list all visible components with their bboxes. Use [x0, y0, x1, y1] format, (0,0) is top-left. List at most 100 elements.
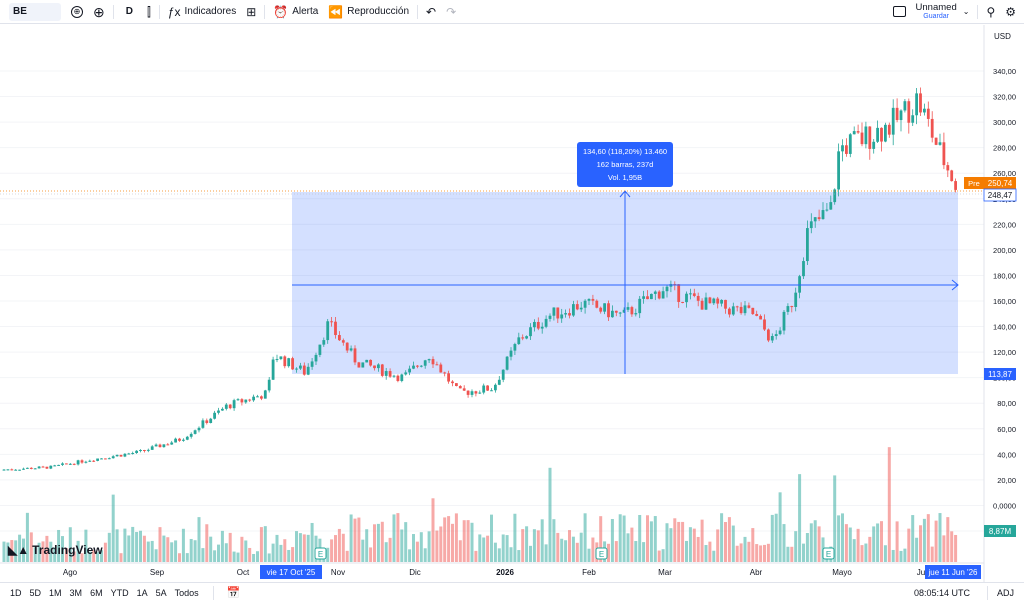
candle-body: [470, 391, 474, 395]
candle-body: [217, 410, 220, 413]
volume-bar: [361, 539, 365, 562]
candles-icon[interactable]: ⫿: [146, 4, 151, 19]
add-symbol-icon[interactable]: ⊕: [93, 3, 105, 20]
candle-body: [462, 388, 466, 391]
time-tick-label: Mayo: [832, 568, 852, 577]
candle-body: [852, 131, 856, 135]
redo-icon[interactable]: ↷: [446, 4, 457, 19]
volume-bar: [376, 523, 380, 562]
volume-bar: [712, 550, 716, 562]
candle-body: [903, 101, 907, 111]
price-tick-label: 300,00: [993, 118, 1016, 127]
utc-clock[interactable]: 08:05:14 UTC: [913, 587, 970, 598]
volume-bar: [220, 530, 224, 562]
candle-body: [568, 313, 571, 316]
alert-button[interactable]: ⏰ Alerta: [268, 0, 323, 24]
undo-icon[interactable]: ↶: [426, 4, 437, 19]
candle-body: [14, 469, 18, 471]
adj-toggle[interactable]: ADJ: [996, 587, 1014, 598]
range-1d[interactable]: 1D: [10, 587, 22, 598]
volume-bar: [53, 547, 57, 562]
price-tick-label: 180,00: [993, 271, 1016, 280]
volume-bar: [517, 550, 521, 562]
range-6m[interactable]: 6M: [90, 587, 103, 598]
candle-body: [65, 463, 68, 465]
candle-body: [197, 427, 201, 431]
currency-label[interactable]: USD: [994, 32, 1011, 41]
volume-bar: [872, 526, 876, 562]
candle-body: [252, 396, 255, 401]
earnings-event-marker[interactable]: E: [595, 547, 608, 560]
volume-bar: [837, 515, 841, 562]
earnings-event-marker[interactable]: E: [822, 547, 835, 560]
divider: [986, 585, 988, 600]
volume-bar: [607, 543, 610, 562]
volume-bar: [404, 522, 408, 562]
volume-bar: [852, 539, 856, 562]
price-tick-label: 40,00: [997, 450, 1016, 459]
range-1a[interactable]: 1A: [136, 587, 148, 598]
time-tick-label: Oct: [237, 568, 250, 577]
volume-bar: [922, 518, 926, 562]
candle-body: [291, 358, 294, 370]
volume-bar: [942, 535, 946, 562]
candle-body: [295, 368, 298, 370]
candle-body: [119, 454, 123, 457]
chart-canvas[interactable]: E E E USD 340,00 320,00 300,00 280,00 260,00…: [0, 25, 1024, 582]
range-ytd[interactable]: YTD: [110, 587, 129, 598]
candle-body: [72, 463, 76, 465]
tradingview-logo[interactable]: ◣▲ TradingView: [8, 543, 103, 557]
range-5d[interactable]: 5D: [29, 587, 42, 598]
range-all[interactable]: Todos: [174, 587, 199, 598]
volume-bar: [513, 513, 517, 562]
range-3m[interactable]: 3M: [69, 587, 83, 598]
compare-icon[interactable]: ⊕: [66, 0, 88, 24]
candle-body: [634, 313, 638, 315]
indicators-button[interactable]: ƒx Indicadores: [163, 0, 241, 24]
range-5a[interactable]: 5A: [155, 587, 167, 598]
quick-search-icon[interactable]: ⚲: [986, 4, 996, 19]
earnings-event-marker[interactable]: E: [314, 547, 327, 560]
candle-body: [33, 468, 37, 470]
replay-button[interactable]: ⏪ Reproducción: [323, 0, 414, 24]
volume-bar: [181, 528, 185, 562]
measure-tooltip: 134,60 (118,20%) 13.460 162 barras, 237d…: [577, 142, 673, 187]
range-1m[interactable]: 1M: [49, 587, 62, 598]
volume-bar: [903, 548, 907, 562]
range-end-date: jue 11 Jun '26: [928, 568, 979, 577]
volume-bar: [685, 540, 688, 562]
volume-bar: [556, 532, 560, 562]
candle-body: [614, 310, 618, 313]
templates-icon[interactable]: ⊞: [246, 4, 257, 19]
volume-bar: [252, 553, 256, 562]
volume-bar: [154, 549, 158, 562]
volume-bar: [427, 531, 431, 562]
candle-body: [622, 309, 626, 313]
volume-bar: [380, 521, 384, 562]
candle-body: [61, 463, 64, 465]
time-axis-ticks: Ago Sep Oct Nov Dic 2026 Feb Mar Abr Mayo Ju: [63, 568, 925, 577]
price-axis[interactable]: [984, 25, 1024, 582]
candle-body: [552, 307, 556, 316]
candle-body: [720, 299, 723, 304]
volume-bar: [665, 523, 669, 562]
volume-bar: [267, 553, 271, 562]
go-to-date-calendar-icon[interactable]: 📅: [226, 587, 241, 599]
interval-button[interactable]: D: [117, 0, 142, 24]
volume-bar: [240, 536, 244, 562]
layout-button[interactable]: Unnamed Guardar ⌄: [888, 0, 975, 24]
chart-area[interactable]: E E E USD 340,00 320,00 300,00 280,00 260,00…: [0, 25, 1024, 602]
settings-gear-icon[interactable]: ⚙: [1005, 4, 1016, 19]
candle-body: [919, 93, 922, 113]
candle-body: [930, 118, 934, 138]
candle-body: [178, 438, 181, 441]
volume-bar: [505, 535, 509, 562]
symbol-label[interactable]: BE: [9, 2, 61, 21]
candle-body: [45, 466, 49, 469]
volume-bar: [232, 551, 236, 562]
candle-body: [950, 170, 954, 182]
bottom-bar: 1D 5D 1M 3M 6M YTD 1A 5A Todos 📅 08:05:1…: [0, 582, 1024, 602]
candle-body: [708, 297, 712, 304]
symbol-search[interactable]: BE: [0, 0, 66, 24]
volume-bar: [856, 528, 860, 562]
